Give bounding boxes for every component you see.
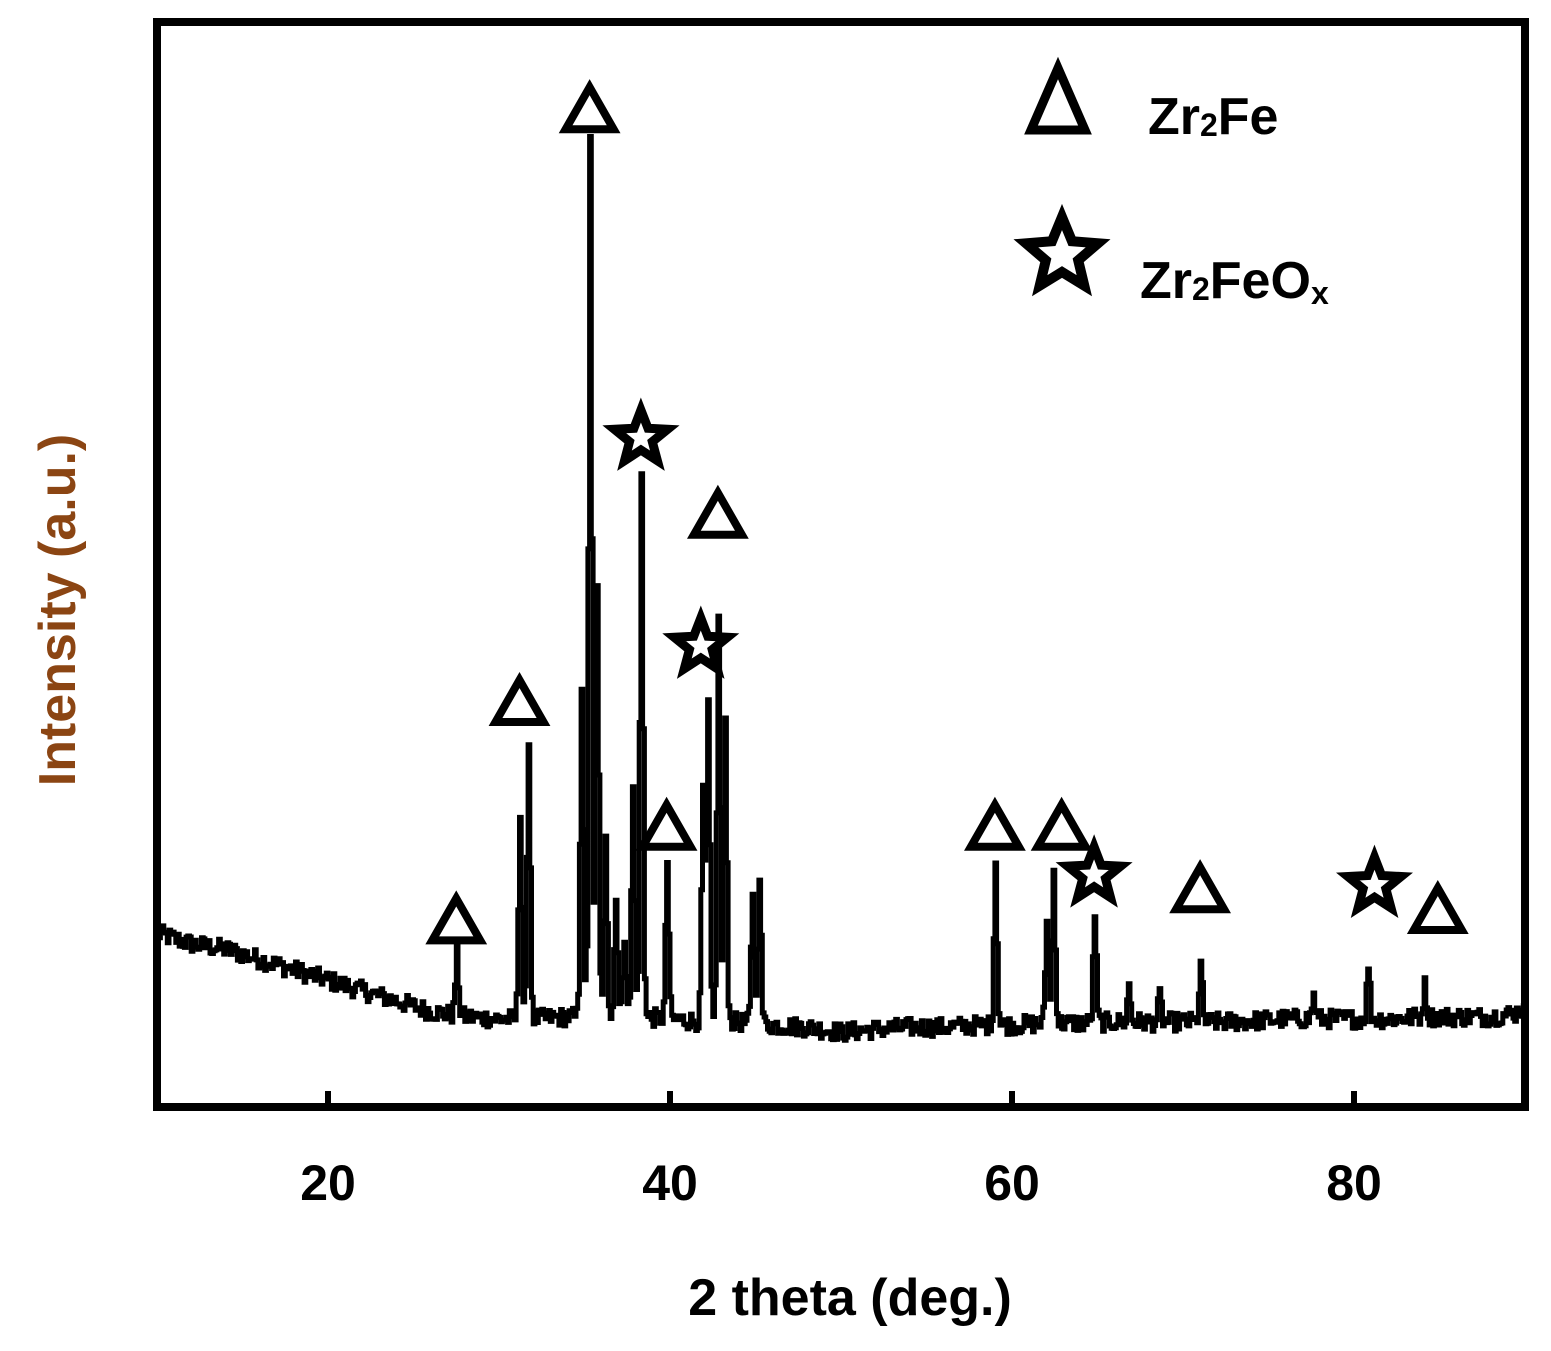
x-tick-label-80: 80	[1326, 1155, 1382, 1211]
x-tick-label-20: 20	[300, 1155, 356, 1211]
star-marker	[602, 397, 680, 471]
star-marker	[662, 605, 740, 679]
triangle-marker	[1030, 796, 1093, 851]
star-marker	[1336, 844, 1413, 919]
peak-markers	[425, 79, 1469, 945]
triangle-marker	[686, 484, 749, 539]
triangle-marker	[964, 796, 1026, 851]
plot-area	[153, 18, 1529, 1111]
triangle-marker	[1406, 879, 1469, 934]
x-axis-label: 2 theta (deg.)	[688, 1269, 1012, 1327]
star-marker	[1055, 834, 1133, 908]
legend-triangle-icon	[1024, 56, 1092, 135]
xrd-pattern-line	[156, 134, 1528, 1043]
triangle-marker	[1169, 859, 1231, 914]
triangle-marker	[488, 671, 551, 726]
legend-star-icon	[1013, 203, 1111, 297]
x-axis-ticks: 20 40 60 80	[300, 1091, 1382, 1211]
legend-label-zr2feox: Zr2FeOx	[1140, 252, 1329, 311]
legend-label-zr2fe: Zr2Fe	[1148, 88, 1278, 146]
legend-entry-zr2fe: Zr2Fe	[1024, 56, 1278, 146]
y-axis-label: Intensity (a.u.)	[29, 434, 87, 786]
triangle-marker	[425, 890, 488, 945]
x-tick-label-60: 60	[984, 1155, 1040, 1211]
plot-frame	[153, 18, 1529, 1111]
legend: Zr2Fe Zr2FeOx	[1013, 56, 1329, 311]
legend-entry-zr2feox: Zr2FeOx	[1013, 203, 1329, 311]
x-tick-label-40: 40	[642, 1155, 698, 1211]
triangle-marker	[635, 796, 698, 851]
triangle-marker	[558, 79, 621, 134]
